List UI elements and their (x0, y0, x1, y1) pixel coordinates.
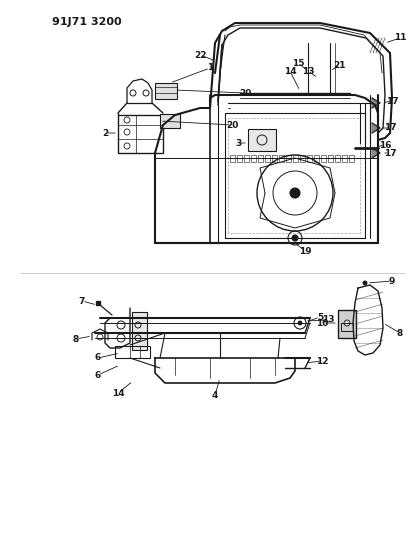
Bar (115, 346, 150, 358)
Polygon shape (372, 123, 380, 133)
Text: 6: 6 (95, 353, 101, 362)
Bar (321, 155, 326, 162)
Text: 19: 19 (299, 246, 311, 255)
Bar (237, 155, 242, 162)
Text: 21: 21 (334, 61, 346, 69)
Bar (258, 155, 263, 162)
Bar (251, 155, 256, 162)
Text: 91J71 3200: 91J71 3200 (52, 17, 122, 27)
Text: 17: 17 (384, 149, 396, 157)
Text: 12: 12 (316, 357, 328, 366)
Bar (118, 115, 163, 153)
Text: 7: 7 (79, 296, 85, 305)
Bar (349, 155, 354, 162)
Text: 11: 11 (394, 34, 406, 43)
Bar (307, 155, 312, 162)
Text: 8: 8 (73, 335, 79, 343)
Circle shape (363, 281, 367, 285)
Text: 13: 13 (302, 67, 314, 76)
Text: 22: 22 (194, 51, 206, 60)
Text: 14: 14 (284, 67, 296, 76)
Bar (328, 155, 333, 162)
Text: 17: 17 (384, 124, 396, 133)
Text: 16: 16 (379, 141, 391, 149)
Text: 8: 8 (397, 328, 403, 337)
Circle shape (290, 188, 300, 198)
Bar (341, 323, 353, 331)
Bar (272, 155, 277, 162)
Bar (279, 155, 284, 162)
Text: 2: 2 (102, 128, 108, 138)
Text: 20: 20 (226, 120, 238, 130)
Text: 15: 15 (292, 59, 304, 68)
Circle shape (298, 321, 302, 325)
Text: 14: 14 (112, 389, 124, 398)
Text: 20: 20 (239, 88, 251, 98)
Bar (342, 155, 347, 162)
Bar (160, 114, 180, 128)
Bar (132, 312, 147, 350)
Bar (248, 129, 276, 151)
Text: 6: 6 (95, 370, 101, 379)
Polygon shape (372, 98, 380, 108)
Bar (244, 155, 249, 162)
Text: 13: 13 (322, 316, 334, 325)
Bar (314, 155, 319, 162)
Text: 3: 3 (235, 139, 241, 148)
Bar (335, 155, 340, 162)
Circle shape (292, 235, 298, 241)
Text: 9: 9 (389, 277, 395, 286)
Bar (230, 155, 235, 162)
Text: 4: 4 (212, 391, 218, 400)
Bar (293, 155, 298, 162)
Bar (286, 155, 291, 162)
Text: 5: 5 (317, 312, 323, 321)
Bar (265, 155, 270, 162)
Text: 1: 1 (207, 63, 213, 72)
Bar (155, 83, 177, 99)
Bar (300, 155, 305, 162)
Text: 10: 10 (316, 319, 328, 327)
Bar (338, 310, 356, 338)
Text: 17: 17 (386, 96, 398, 106)
Polygon shape (372, 148, 380, 158)
